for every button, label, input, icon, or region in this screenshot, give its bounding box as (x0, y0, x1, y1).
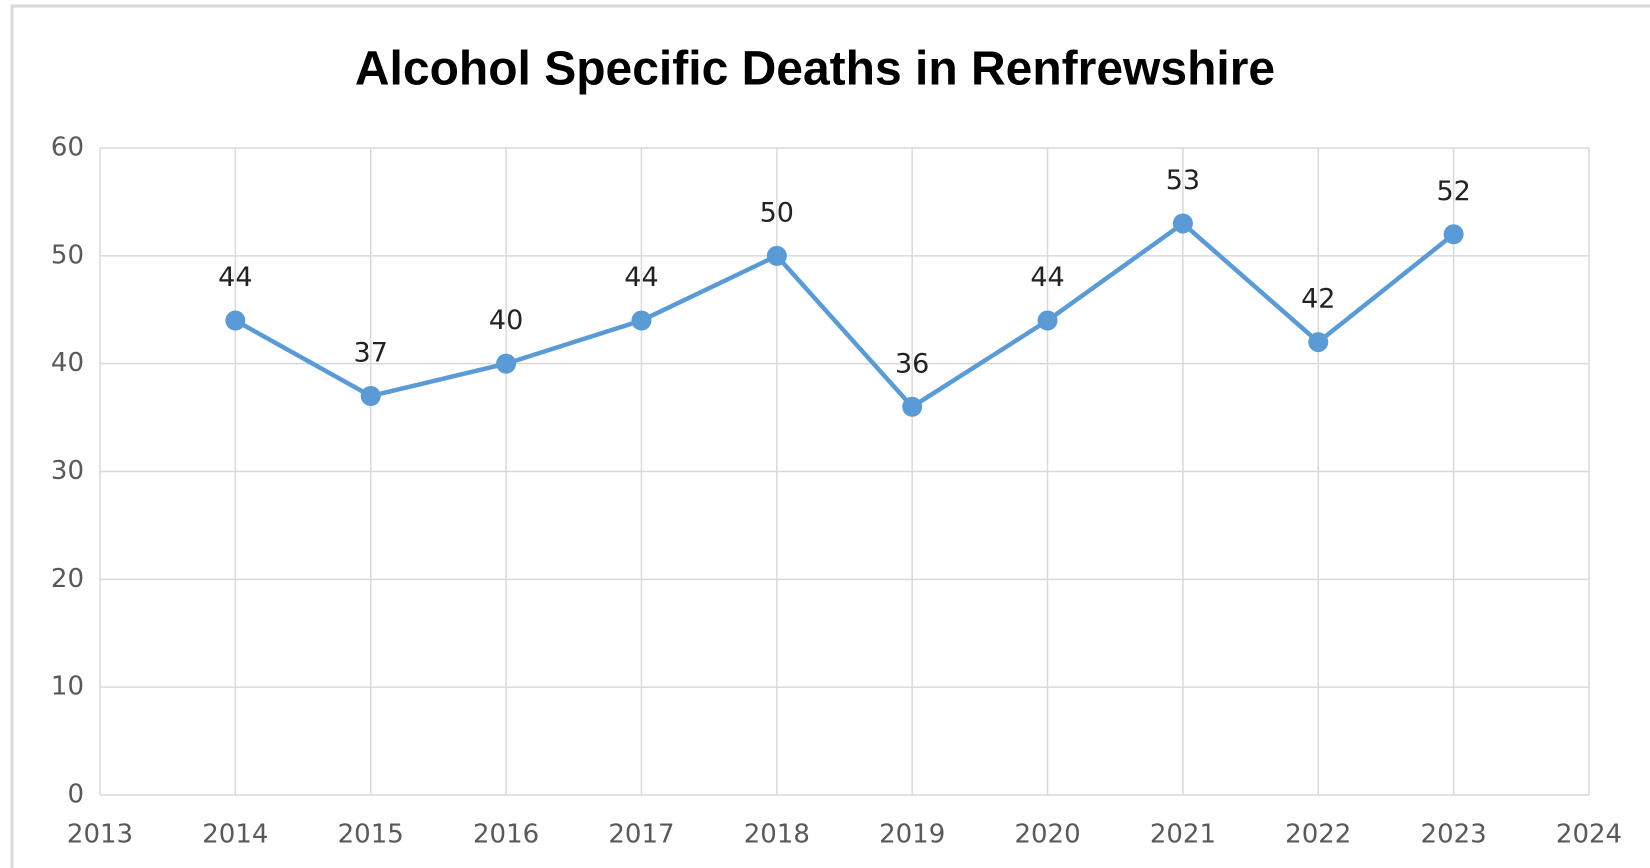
data-label: 52 (1436, 176, 1470, 207)
x-tick-label: 2018 (744, 820, 810, 850)
data-label: 50 (760, 197, 794, 228)
data-point (1172, 213, 1193, 234)
data-label: 53 (1166, 165, 1200, 196)
data-label: 44 (218, 262, 252, 293)
x-tick-label: 2024 (1556, 820, 1622, 850)
y-tick-label: 50 (51, 240, 84, 270)
data-point (225, 310, 246, 331)
data-label: 40 (489, 305, 523, 336)
data-label: 44 (624, 262, 658, 293)
x-tick-label: 2017 (608, 820, 674, 850)
y-tick-label: 60 (51, 133, 84, 163)
y-tick-label: 20 (51, 564, 84, 594)
x-tick-label: 2014 (202, 820, 268, 850)
data-label: 36 (895, 348, 929, 379)
y-tick-label: 30 (51, 456, 84, 486)
x-tick-label: 2015 (338, 820, 404, 850)
data-point (1308, 332, 1329, 353)
chart-frame (10, 4, 1650, 868)
data-label: 37 (354, 338, 388, 369)
x-tick-label: 2013 (67, 820, 133, 850)
chart-title: Alcohol Specific Deaths in Renfrewshire (355, 43, 1275, 96)
x-tick-label: 2016 (473, 820, 539, 850)
x-tick-label: 2023 (1421, 820, 1487, 850)
x-tick-label: 2019 (879, 820, 945, 850)
y-tick-label: 10 (51, 672, 84, 702)
y-tick-label: 0 (67, 780, 84, 810)
data-point (631, 310, 652, 331)
y-tick-label: 40 (51, 348, 84, 378)
x-tick-label: 2021 (1150, 820, 1216, 850)
data-point (766, 245, 787, 266)
data-point (902, 396, 923, 417)
x-tick-label: 2022 (1285, 820, 1351, 850)
data-point (1037, 310, 1058, 331)
data-point (1443, 224, 1464, 245)
data-label: 44 (1030, 262, 1064, 293)
data-line (234, 221, 1456, 410)
data-point (496, 353, 517, 374)
data-point (360, 386, 381, 407)
data-label: 42 (1301, 284, 1335, 315)
x-tick-label: 2020 (1014, 820, 1080, 850)
